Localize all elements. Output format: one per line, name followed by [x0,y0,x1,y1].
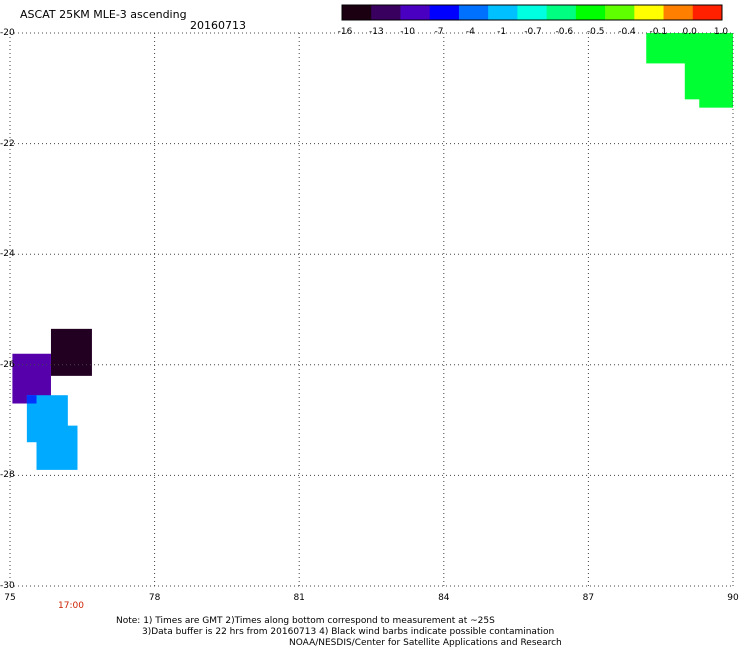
colorbar-label: 1.0 [713,27,729,37]
latitude-tick-label: -20 [0,28,15,38]
colorbar-segment [546,5,577,20]
latitude-tick-label: -28 [0,470,15,481]
colorbar-label: -0.6 [555,27,574,37]
note-line-3: NOAA/NESDIS/Center for Satellite Applica… [289,638,562,648]
data-cell [684,60,733,100]
colorbar-label: -13 [368,27,384,37]
colorbar-label: -0.7 [524,27,542,37]
colorbar-label: -4 [465,27,475,37]
colorbar-label: -1 [497,27,507,37]
colorbar-label: -16 [337,27,353,37]
colorbar-segment [663,5,694,20]
colorbar-segment [400,5,431,20]
data-cell [36,425,78,470]
longitude-tick-label: 90 [727,593,739,603]
data-cell [12,353,51,404]
latitude-tick-label: -24 [0,249,15,260]
colorbar-segment [634,5,665,20]
colorbar-label: -0.4 [618,27,636,37]
latitude-tick-label: -30 [0,581,15,591]
longitude-tick-label: 78 [148,593,161,603]
colorbar-segment [605,5,635,20]
colorbar-segment [692,5,723,20]
product-date: 20160713 [190,19,246,32]
latitude-tick-label: -26 [0,359,15,370]
colorbar-label: 0.0 [682,27,697,37]
longitude-tick-label: 84 [438,593,450,603]
colorbar-segment [517,5,548,20]
colorbar-frame [341,4,723,21]
colorbar-label: -10 [400,27,416,37]
longitude-tick-label: 87 [582,593,595,603]
data-cell [646,33,733,64]
longitude-tick-label: 81 [293,593,305,603]
colorbar-segment [575,5,606,20]
colorbar-segment [488,5,518,20]
colorbar-segment [371,5,401,20]
note-line-1: Note: 1) Times are GMT 2)Times along bot… [116,616,495,626]
colorbar-label: -0.5 [586,27,605,37]
colorbar-segment [342,5,372,20]
data-cell [50,328,92,376]
time-label: 17:00 [58,601,84,611]
colorbar-label: -0.1 [649,27,668,37]
colorbar-segment [429,5,460,20]
product-title: ASCAT 25KM MLE-3 ascending [20,8,187,21]
colorbar-segment [458,5,489,20]
longitude-tick-label: 75 [4,593,16,603]
data-cell [26,395,37,404]
data-cell [699,93,733,108]
latitude-tick-label: -22 [0,138,15,149]
colorbar-label: -7 [434,27,444,37]
note-line-2: 3)Data buffer is 22 hrs from 20160713 4)… [142,627,555,637]
